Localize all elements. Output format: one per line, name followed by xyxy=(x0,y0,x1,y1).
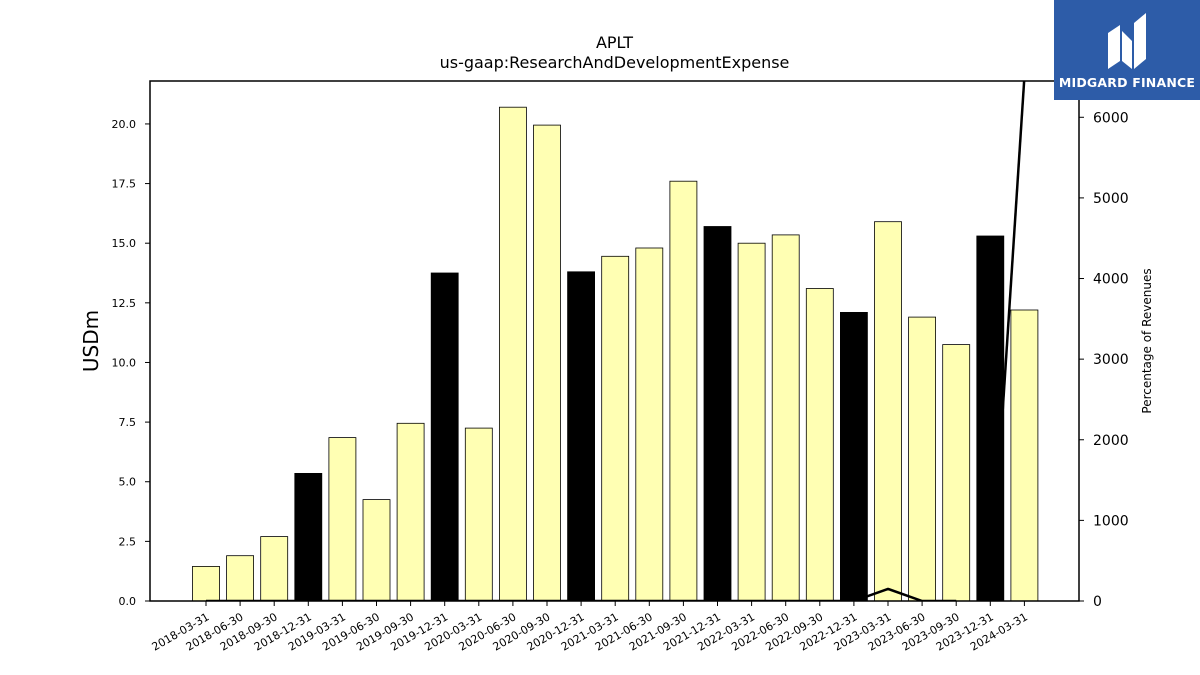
y2-tick-label: 3000 xyxy=(1093,352,1129,368)
y2-tick-label: 6000 xyxy=(1093,110,1129,126)
y-tick-label: 20.0 xyxy=(112,118,137,131)
bar-2020-06-30 xyxy=(498,106,527,602)
y-axis-title: USDm xyxy=(79,310,103,372)
y-tick-label: 17.5 xyxy=(112,178,137,191)
y-tick-label: 12.5 xyxy=(112,297,137,310)
y-tick-label: 5.0 xyxy=(119,476,137,489)
bar-2019-03-31 xyxy=(328,437,357,602)
y-tick-label: 7.5 xyxy=(119,416,137,429)
y2-tick-label: 4000 xyxy=(1093,272,1129,288)
bar-2019-06-30 xyxy=(362,499,391,602)
percentage-line-segment-2 xyxy=(989,81,1026,601)
y-tick-label: 10.0 xyxy=(112,356,137,369)
bars-layer xyxy=(192,106,1039,602)
y-tick-label: 2.5 xyxy=(119,535,137,548)
bar-2020-09-30 xyxy=(533,124,561,602)
bar-2023-09-30 xyxy=(942,344,971,602)
bar-2022-09-30 xyxy=(805,288,834,602)
line-layer xyxy=(206,81,1026,601)
right-axis: 0 1000 2000 3000 4000 5000 6000 xyxy=(1079,110,1129,610)
y-tick-label: 0.0 xyxy=(119,595,137,608)
bar-2022-03-31 xyxy=(737,242,766,602)
y2-tick-label: 0 xyxy=(1093,594,1102,610)
bar-2018-12-31 xyxy=(294,472,323,602)
x-axis: 2018-03-312018-06-302018-09-302018-12-31… xyxy=(150,601,1030,654)
midgard-logo: MIDGARD FINANCE xyxy=(1054,0,1200,100)
bar-2024-03-31 xyxy=(1010,309,1039,602)
plot-frame xyxy=(149,80,1080,602)
bar-2018-09-30 xyxy=(260,536,289,602)
bar-2023-06-30 xyxy=(908,316,936,602)
bar-2023-03-31 xyxy=(874,221,902,602)
midgard-logo-icon xyxy=(1108,12,1146,69)
y2-tick-label: 5000 xyxy=(1093,191,1129,207)
chart-title: APLT xyxy=(596,33,633,52)
bar-2020-12-31 xyxy=(567,271,595,602)
bar-2019-09-30 xyxy=(396,422,425,602)
bar-2018-06-30 xyxy=(226,555,255,602)
bar-2022-06-30 xyxy=(771,234,800,602)
bar-2023-12-31 xyxy=(976,235,1005,602)
logo-text: MIDGARD FINANCE xyxy=(1058,74,1196,90)
bar-2021-09-30 xyxy=(669,180,698,602)
chart-subtitle: us-gaap:ResearchAndDevelopmentExpense xyxy=(440,53,790,72)
bar-2021-12-31 xyxy=(703,226,732,602)
bar-2018-03-31 xyxy=(192,566,220,602)
y-tick-label: 15.0 xyxy=(112,237,137,250)
bar-2021-03-31 xyxy=(601,255,630,602)
y2-tick-label: 2000 xyxy=(1093,433,1129,449)
bar-2022-12-31 xyxy=(840,311,868,602)
bar-2020-03-31 xyxy=(464,427,493,602)
bar-2021-06-30 xyxy=(635,247,664,602)
bar-2019-12-31 xyxy=(430,272,459,602)
y2-tick-label: 1000 xyxy=(1093,513,1129,529)
y2-axis-title: Percentage of Revenues xyxy=(1140,268,1154,413)
left-axis: 0.0 2.5 5.0 7.5 10.0 12.5 15.0 17.5 20.0 xyxy=(112,118,150,608)
